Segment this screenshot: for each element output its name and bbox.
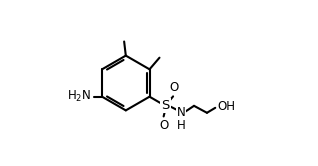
- Text: O: O: [159, 120, 168, 132]
- Text: N: N: [177, 106, 185, 119]
- Text: OH: OH: [217, 100, 235, 113]
- Text: H: H: [177, 120, 185, 132]
- Text: H$_2$N: H$_2$N: [67, 89, 91, 104]
- Text: S: S: [161, 99, 169, 112]
- Text: O: O: [170, 81, 179, 94]
